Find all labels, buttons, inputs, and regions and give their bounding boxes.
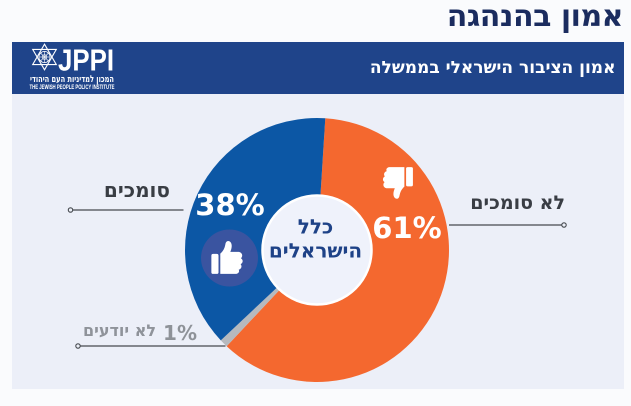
callout-lines: [71, 209, 563, 347]
header-bar: JPPI המכון למדיניות העם היהודי THE JEWIS…: [12, 42, 624, 94]
star-of-david-icon: [31, 43, 58, 71]
callout-label-dont-know-text: לא יודעים: [83, 320, 157, 340]
chart-header-title: אמון הציבור הישראלי בממשלה: [369, 58, 616, 78]
callout-dot-no-trust: [561, 222, 567, 228]
logo-acronym: JPPI: [58, 43, 114, 78]
callout-label-dont-know: 1% לא יודעים: [83, 320, 197, 346]
thumbs-up-icon: [211, 241, 243, 274]
center-label-line1: כלל: [297, 214, 334, 239]
thumbs-up-badge: [201, 229, 258, 287]
page-title: אמון בהנהגה: [446, 0, 624, 34]
pct-label-trust: 38%: [195, 188, 265, 222]
callout-dots: [67, 207, 567, 349]
donut-hole: [261, 194, 373, 306]
callout-label-no-trust: לא סומכים: [470, 192, 565, 214]
callout-label-trust: סומכים: [103, 177, 170, 202]
logo-hebrew-name: המכון למדיניות העם היהודי: [30, 74, 114, 85]
pct-label-no-trust: 61%: [372, 211, 442, 245]
pct-label-dont-know: 1%: [163, 321, 197, 345]
callout-dot-trust: [67, 207, 74, 213]
callout-dot-dont-know: [75, 343, 81, 349]
jppi-logo: JPPI המכון למדיניות העם היהודי THE JEWIS…: [30, 43, 115, 91]
center-label-line2: הישראלים: [268, 239, 363, 263]
logo-english-name: THE JEWISH PEOPLE POLICY INSTITUTE: [30, 84, 115, 91]
thumbs-down-icon: [382, 167, 413, 199]
donut-center-label: כלל הישראלים: [269, 215, 362, 264]
